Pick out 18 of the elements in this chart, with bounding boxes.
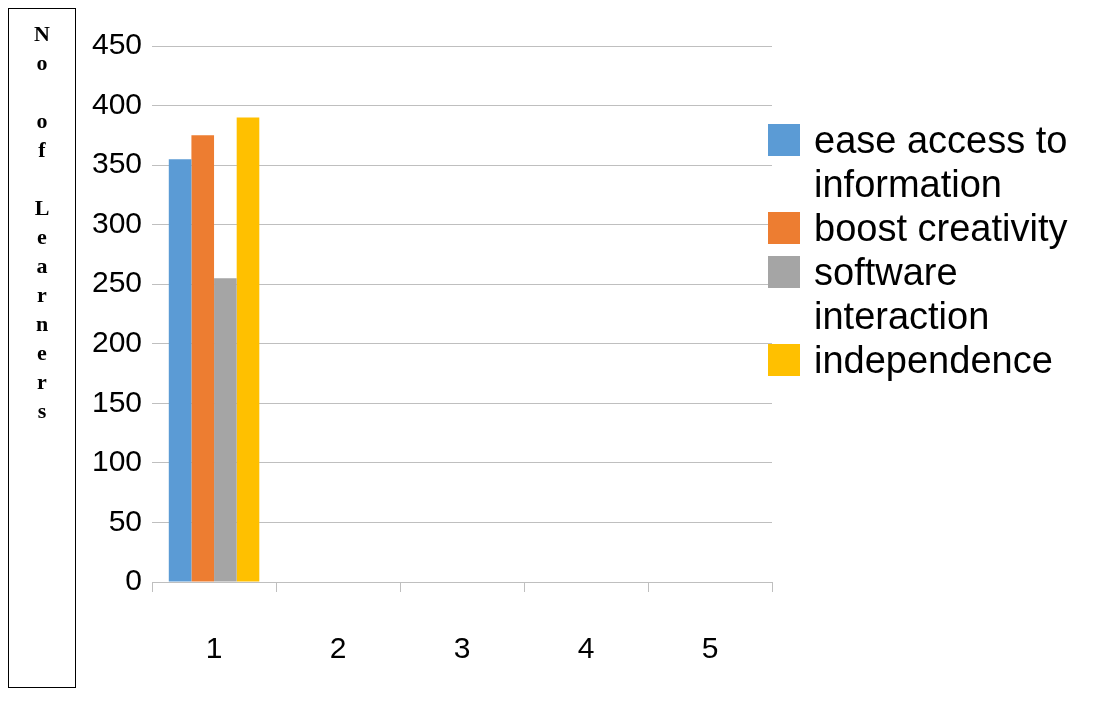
y-tick-label: 100 xyxy=(91,444,143,478)
legend-label: independence xyxy=(814,338,1053,382)
y-tick-label: 400 xyxy=(91,86,143,120)
y-tick-label: 450 xyxy=(91,27,143,61)
y-tick-label: 0 xyxy=(125,563,143,597)
x-tick-label: 3 xyxy=(453,631,471,665)
y-tick-label: 50 xyxy=(108,503,143,537)
y-tick-label: 250 xyxy=(91,265,143,299)
y-tick-label: 200 xyxy=(91,325,143,359)
legend-label: boost creativity xyxy=(814,206,1068,250)
y-tick-label: 150 xyxy=(91,384,143,418)
x-tick-label: 1 xyxy=(205,631,223,665)
text: No of Learners xyxy=(34,21,50,423)
x-tick-label: 4 xyxy=(577,631,595,665)
y-tick-label: 300 xyxy=(91,205,143,239)
x-tick-label: 2 xyxy=(329,631,347,665)
y-tick-label: 350 xyxy=(91,146,143,180)
x-tick-label: 5 xyxy=(701,631,719,665)
